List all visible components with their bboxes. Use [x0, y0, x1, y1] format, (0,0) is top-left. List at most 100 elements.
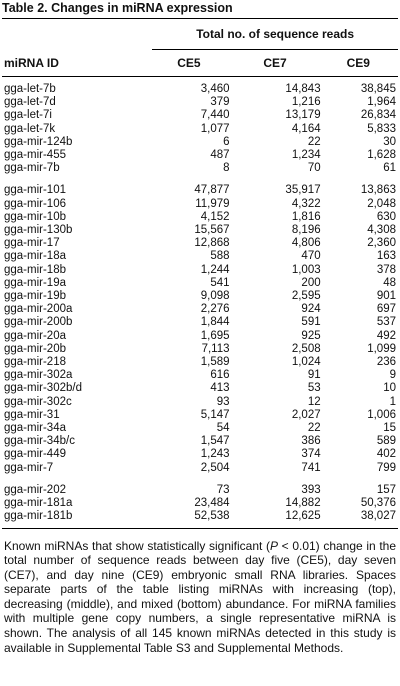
cell-ce7: 591 — [301, 316, 321, 329]
cell-mirna-id: gga-mir-449 — [4, 448, 66, 461]
cell-ce9: 901 — [376, 290, 396, 303]
cell-mirna-id: gga-let-7d — [4, 96, 56, 109]
table-row: gga-mir-20b 7,113 2,508 1,099 — [2, 343, 398, 356]
cell-ce9: 402 — [376, 448, 396, 461]
table-row: gga-mir-101 47,877 35,917 13,863 — [2, 184, 398, 197]
cell-ce5: 2,504 — [200, 461, 230, 474]
header-group-label: Total no. of sequence reads — [152, 19, 398, 50]
cell-mirna-id: gga-mir-18a — [4, 250, 66, 263]
cell-ce9: 26,834 — [360, 109, 396, 122]
top-rule — [2, 18, 398, 19]
cell-ce9: 2,048 — [367, 197, 396, 210]
cell-mirna-id: gga-mir-181a — [4, 497, 73, 510]
cell-mirna-id: gga-mir-302c — [4, 395, 72, 408]
cell-mirna-id: gga-mir-200b — [4, 316, 73, 329]
cell-ce9: 9 — [389, 369, 396, 382]
cell-mirna-id: gga-mir-124b — [4, 135, 73, 148]
table-row: gga-mir-302c 93 12 1 — [2, 396, 398, 409]
cell-mirna-id: gga-mir-302a — [4, 369, 73, 382]
table-row: gga-mir-202 73 393 157 — [2, 484, 398, 497]
cell-mirna-id: gga-mir-18b — [4, 263, 66, 276]
cell-mirna-id: gga-mir-302b/d — [4, 382, 82, 395]
cell-ce9: 163 — [376, 250, 396, 263]
cell-ce5: 1,695 — [200, 329, 230, 342]
cell-ce7: 2,027 — [291, 408, 321, 421]
cell-mirna-id: gga-let-7b — [4, 83, 56, 95]
cell-ce7: 741 — [301, 461, 321, 474]
cell-ce5: 7,113 — [201, 342, 230, 355]
cell-ce7: 35,917 — [285, 184, 321, 197]
cell-ce7: 386 — [301, 435, 321, 448]
cell-ce7: 470 — [301, 250, 321, 263]
table-row: gga-mir-7b 8 70 61 — [2, 162, 398, 175]
cell-ce5: 1,547 — [200, 435, 230, 448]
table-row: gga-mir-181b 52,538 12,625 38,027 — [2, 510, 398, 523]
cell-ce5: 541 — [210, 276, 230, 289]
cell-ce5: 1,243 — [200, 448, 230, 461]
table-row: gga-mir-130b 15,567 8,196 4,308 — [2, 224, 398, 237]
table-row: gga-mir-19a 541 200 48 — [2, 277, 398, 290]
cell-ce7: 200 — [301, 276, 321, 289]
cell-mirna-id: gga-mir-10b — [4, 210, 66, 223]
cell-ce5: 9,098 — [200, 290, 230, 303]
table-row: gga-mir-19b 9,098 2,595 901 — [2, 290, 398, 303]
cell-ce9: 630 — [376, 210, 396, 223]
cell-ce5: 7,440 — [200, 109, 230, 122]
table-body: gga-let-7b 3,460 14,843 38,845 gga-let-7d 379… — [2, 76, 398, 524]
table-row: gga-let-7k 1,077 4,164 5,833 — [2, 123, 398, 136]
cell-ce9: 38,845 — [360, 83, 396, 95]
table-row: gga-mir-10b 4,152 1,816 630 — [2, 211, 398, 224]
cell-ce7: 14,882 — [285, 497, 321, 510]
cell-ce7: 22 — [307, 422, 321, 435]
table-row: gga-mir-200a 2,276 924 697 — [2, 303, 398, 316]
cell-ce9: 537 — [376, 316, 396, 329]
cell-mirna-id: gga-let-7k — [4, 122, 56, 135]
cell-ce7: 91 — [307, 369, 321, 382]
table-number: Table 2. — [2, 1, 48, 15]
table-row: gga-mir-106 11,979 4,322 2,048 — [2, 198, 398, 211]
cell-ce7: 12 — [307, 395, 321, 408]
cell-ce9: 1 — [389, 395, 396, 408]
cell-ce5: 73 — [216, 483, 230, 496]
header-ce7: CE7 — [263, 56, 287, 70]
table-row: gga-mir-124b 6 22 30 — [2, 136, 398, 149]
cell-mirna-id: gga-mir-31 — [4, 408, 60, 421]
cell-mirna-id: gga-mir-101 — [4, 184, 66, 197]
cell-mirna-id: gga-mir-455 — [4, 149, 66, 162]
header-group-row: Total no. of sequence reads — [2, 19, 398, 50]
table-row: gga-mir-18a 588 470 163 — [2, 250, 398, 263]
table-row: gga-mir-34b/c 1,547 386 589 — [2, 435, 398, 448]
cell-ce9: 15 — [383, 422, 396, 435]
cell-ce7: 374 — [301, 448, 321, 461]
cell-ce7: 53 — [307, 382, 321, 395]
cell-ce9: 2,360 — [367, 237, 396, 250]
table-row: gga-mir-20a 1,695 925 492 — [2, 330, 398, 343]
cell-ce7: 1,003 — [291, 263, 321, 276]
cell-ce7: 4,164 — [291, 122, 321, 135]
table-row: gga-mir-449 1,243 374 402 — [2, 448, 398, 461]
table-row: gga-mir-17 12,868 4,806 2,360 — [2, 237, 398, 250]
cell-ce9: 236 — [376, 356, 396, 369]
cell-mirna-id: gga-mir-34a — [4, 422, 66, 435]
cell-ce5: 1,244 — [200, 263, 230, 276]
cell-mirna-id: gga-mir-181b — [4, 510, 73, 523]
table-row: gga-mir-181a 23,484 14,882 50,376 — [2, 497, 398, 510]
group-spacer — [2, 475, 398, 484]
cell-ce9: 697 — [376, 303, 396, 316]
cell-ce7: 2,508 — [291, 342, 321, 355]
cell-ce9: 1,964 — [367, 96, 396, 109]
cell-ce5: 588 — [210, 250, 230, 263]
cell-ce7: 4,806 — [291, 237, 321, 250]
table-row: gga-mir-218 1,589 1,024 236 — [2, 356, 398, 369]
cell-ce5: 1,589 — [200, 356, 230, 369]
cell-ce7: 14,843 — [285, 83, 321, 95]
cell-ce7: 4,322 — [291, 197, 321, 210]
cell-ce9: 4,308 — [367, 224, 396, 237]
bottom-rule — [2, 527, 398, 529]
cell-ce7: 22 — [307, 135, 321, 148]
cell-ce5: 23,484 — [194, 497, 230, 510]
cell-ce5: 6 — [223, 135, 230, 148]
cell-mirna-id: gga-mir-200a — [4, 303, 73, 316]
cell-mirna-id: gga-mir-19a — [4, 276, 66, 289]
cell-ce5: 4,152 — [200, 210, 230, 223]
